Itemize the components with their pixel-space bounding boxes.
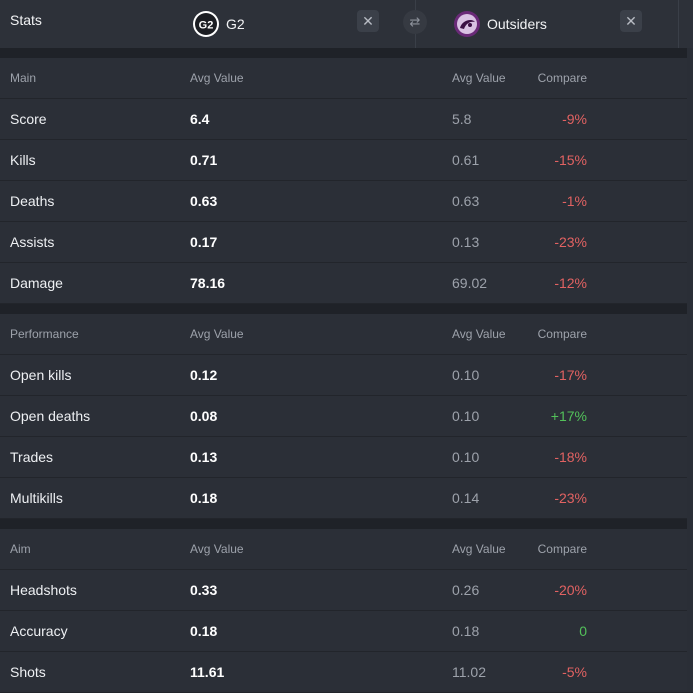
section-header-row: Aim Avg Value Avg Value Compare: [0, 529, 693, 570]
stat-label: Headshots: [10, 582, 77, 598]
compare-value: -23%: [554, 490, 587, 506]
stat-label: Deaths: [10, 193, 55, 209]
team-a-value: 0.08: [190, 408, 218, 424]
column-header-team-b: Avg Value: [452, 327, 506, 341]
svg-text:G2: G2: [199, 20, 214, 32]
column-header-team-a: Avg Value: [190, 542, 244, 556]
column-header-team-b: Avg Value: [452, 542, 506, 556]
section-performance: Performance Avg Value Avg Value Compare Open…: [0, 314, 693, 519]
stat-label: Assists: [10, 234, 55, 250]
team-b-value: 0.61: [452, 152, 480, 168]
team-b-value: 0.13: [452, 234, 480, 250]
team-compare-header: Stats G2 G2 ✕ ⇄ Outsiders ✕: [0, 0, 693, 48]
stat-label: Kills: [10, 152, 36, 168]
stat-row: Score 6.4 5.8 -9%: [0, 99, 693, 140]
scrollbar[interactable]: [687, 48, 693, 690]
section-title: Main: [10, 71, 37, 85]
stat-label: Trades: [10, 449, 54, 465]
stat-label: Open kills: [10, 367, 72, 383]
team-a-value: 0.17: [190, 234, 218, 250]
column-header-team-a: Avg Value: [190, 71, 244, 85]
team-b[interactable]: Outsiders: [453, 0, 547, 48]
team-a-value: 78.16: [190, 275, 226, 291]
section-main: Main Avg Value Avg Value Compare Score 6.4 5.8…: [0, 58, 693, 304]
column-header-compare: Compare: [537, 542, 587, 556]
column-header-compare: Compare: [537, 327, 587, 341]
stat-row: Open kills 0.12 0.10 -17%: [0, 355, 693, 396]
compare-value: -23%: [554, 234, 587, 250]
team-b-value: 0.10: [452, 367, 480, 383]
remove-team-b-button[interactable]: ✕: [620, 10, 642, 32]
compare-value: -9%: [562, 111, 587, 127]
stat-row: Damage 78.16 69.02 -12%: [0, 263, 693, 304]
team-a[interactable]: G2 G2: [192, 0, 245, 48]
stat-label: Shots: [10, 664, 46, 680]
team-a-value: 0.33: [190, 582, 218, 598]
compare-value: 0: [579, 623, 587, 639]
team-a-value: 0.18: [190, 623, 218, 639]
stat-row: Accuracy 0.18 0.18 0: [0, 611, 693, 652]
compare-value: -5%: [562, 664, 587, 680]
stat-label: Multikills: [10, 490, 63, 506]
compare-value: -12%: [554, 275, 587, 291]
team-a-value: 0.12: [190, 367, 218, 383]
stats-title: Stats: [10, 12, 42, 28]
section-separator: [0, 48, 693, 58]
compare-value: -1%: [562, 193, 587, 209]
compare-value: -17%: [554, 367, 587, 383]
stat-row: Trades 0.13 0.10 -18%: [0, 437, 693, 478]
section-header-row: Performance Avg Value Avg Value Compare: [0, 314, 693, 355]
compare-value: -15%: [554, 152, 587, 168]
section-header-row: Main Avg Value Avg Value Compare: [0, 58, 693, 99]
team-b-value: 0.14: [452, 490, 480, 506]
column-header-team-b: Avg Value: [452, 71, 506, 85]
stat-row: Headshots 0.33 0.26 -20%: [0, 570, 693, 611]
section-separator: [0, 519, 693, 529]
team-b-value: 0.10: [452, 449, 480, 465]
stat-label: Open deaths: [10, 408, 91, 424]
team-a-value: 0.71: [190, 152, 218, 168]
stat-row: Assists 0.17 0.13 -23%: [0, 222, 693, 263]
compare-value: +17%: [550, 408, 587, 424]
team-b-value: 0.10: [452, 408, 480, 424]
team-b-value: 11.02: [452, 664, 486, 680]
stat-row: Shots 11.61 11.02 -5%: [0, 652, 693, 693]
section-separator: [0, 304, 693, 314]
team-b-value: 0.18: [452, 623, 480, 639]
compare-value: -20%: [554, 582, 587, 598]
team-a-name: G2: [226, 16, 245, 32]
stat-row: Deaths 0.63 0.63 -1%: [0, 181, 693, 222]
team-a-value: 0.63: [190, 193, 218, 209]
team-a-value: 6.4: [190, 111, 210, 127]
team-a-value: 11.61: [190, 664, 225, 680]
swap-teams-button[interactable]: ⇄: [403, 10, 427, 34]
stat-row: Kills 0.71 0.61 -15%: [0, 140, 693, 181]
team-a-value: 0.18: [190, 490, 218, 506]
team-b-value: 69.02: [452, 275, 488, 291]
outsiders-logo-icon: [454, 11, 480, 37]
team-b-name: Outsiders: [487, 16, 547, 32]
team-b-value: 0.26: [452, 582, 480, 598]
section-title: Performance: [10, 327, 79, 341]
stat-label: Damage: [10, 275, 63, 291]
compare-value: -18%: [554, 449, 587, 465]
team-b-value: 0.63: [452, 193, 480, 209]
stat-row: Open deaths 0.08 0.10 +17%: [0, 396, 693, 437]
stat-row: Multikills 0.18 0.14 -23%: [0, 478, 693, 519]
stat-label: Score: [10, 111, 47, 127]
team-b-value: 5.8: [452, 111, 472, 127]
column-header-compare: Compare: [537, 71, 587, 85]
column-header-team-a: Avg Value: [190, 327, 244, 341]
remove-team-a-button[interactable]: ✕: [357, 10, 379, 32]
stat-label: Accuracy: [10, 623, 68, 639]
section-aim: Aim Avg Value Avg Value Compare Headshots 0.3…: [0, 529, 693, 693]
section-title: Aim: [10, 542, 31, 556]
team-a-value: 0.13: [190, 449, 218, 465]
g2-logo-icon: G2: [193, 11, 219, 37]
header-divider: [678, 0, 679, 48]
